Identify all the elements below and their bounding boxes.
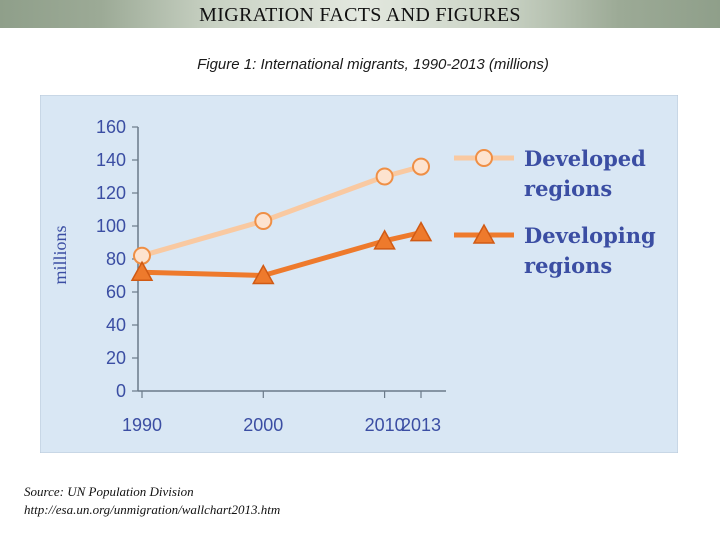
data-point [409, 221, 433, 242]
title-bar: MIGRATION FACTS AND FIGURES [0, 0, 720, 28]
source-note: Source: UN Population Division http://es… [24, 483, 280, 519]
legend-marker [475, 149, 493, 167]
y-tick-label: 140 [96, 150, 126, 170]
page-title: MIGRATION FACTS AND FIGURES [199, 4, 521, 26]
data-point [254, 212, 273, 231]
x-tick-label: 2000 [243, 415, 283, 435]
y-tick-label: 40 [106, 315, 126, 335]
legend-label: Developed [524, 146, 646, 171]
y-tick-label: 20 [106, 348, 126, 368]
source-line: Source: UN Population Division [24, 484, 194, 499]
x-tick-label: 1990 [122, 415, 162, 435]
y-tick-label: 80 [106, 249, 126, 269]
y-tick-label: 160 [96, 117, 126, 137]
series-line-2 [141, 230, 422, 278]
source-url: http://esa.un.org/unmigration/wallchart2… [24, 502, 281, 517]
x-tick-label: 2010 [365, 415, 405, 435]
y-tick-label: 100 [96, 216, 126, 236]
data-point [252, 263, 275, 285]
y-tick-label: 120 [96, 183, 126, 203]
legend-label: regions [524, 253, 612, 278]
legend-marker [472, 223, 496, 244]
y-tick-label: 0 [116, 381, 126, 401]
chart-title: Figure 1: International migrants, 1990-2… [197, 56, 549, 73]
y-axis-label: millions [50, 225, 70, 284]
x-tick-label: 2013 [401, 415, 441, 435]
data-point [412, 157, 430, 176]
series [130, 157, 433, 285]
y-tick-label: 60 [106, 282, 126, 302]
legend: Developed regions Developing regions [454, 146, 656, 278]
chart: millions 0 20 40 60 80 100 120 140 160 1990 2000 2… [40, 95, 678, 453]
y-ticks: 0 20 40 60 80 100 120 140 160 [96, 117, 138, 401]
data-point [373, 229, 396, 250]
series-line-1 [141, 164, 422, 259]
legend-label: regions [524, 176, 612, 201]
data-point [375, 167, 394, 186]
data-point [130, 260, 154, 281]
legend-label: Developing [524, 223, 656, 248]
